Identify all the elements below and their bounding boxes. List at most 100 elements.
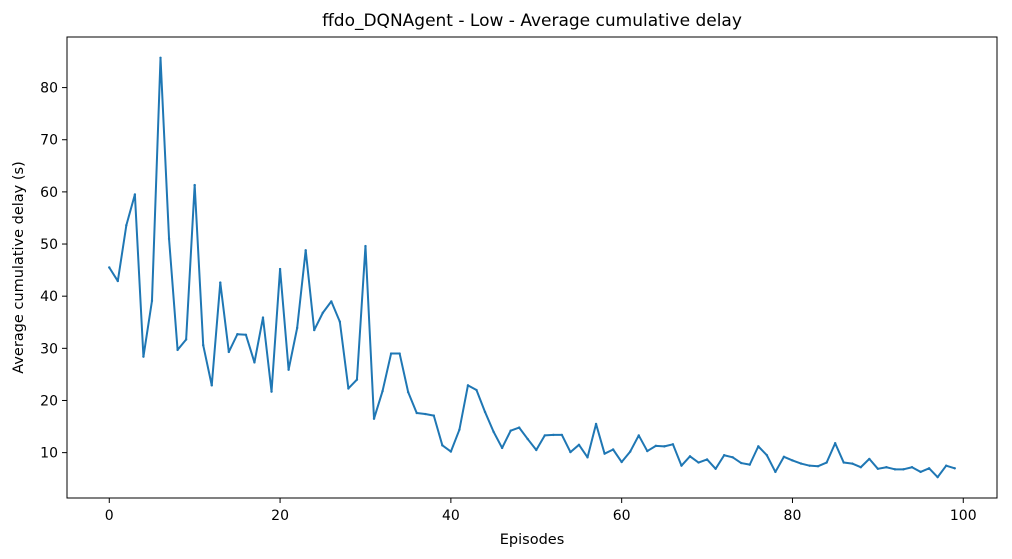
data-point [108, 266, 111, 269]
x-tick-label: 60 [613, 508, 631, 524]
data-point [261, 316, 265, 319]
data-point [278, 267, 282, 271]
data-point [594, 422, 598, 426]
data-point [774, 470, 777, 474]
data-point [671, 443, 675, 446]
data-point [697, 461, 700, 464]
data-point [210, 384, 213, 387]
data-point [475, 388, 478, 392]
data-point [176, 348, 179, 352]
data-point [663, 445, 666, 448]
data-point [808, 464, 811, 467]
plot-frame [66, 36, 998, 499]
data-point [159, 56, 162, 60]
data-point [441, 444, 444, 447]
data-point [424, 412, 427, 416]
data-point [492, 430, 495, 433]
data-point [953, 467, 956, 470]
data-point [919, 470, 922, 474]
data-point [799, 462, 803, 465]
data-point [936, 475, 939, 479]
data-point [629, 450, 632, 453]
y-tick-label: 50 [40, 237, 58, 253]
data-point [133, 193, 137, 196]
data-point [116, 279, 120, 283]
data-point [722, 454, 726, 457]
data-point [731, 456, 734, 459]
y-tick-label: 70 [40, 133, 58, 149]
data-point [927, 467, 931, 470]
data-point [654, 444, 658, 448]
data-point [859, 466, 862, 469]
data-point [876, 467, 880, 470]
data-point [432, 414, 435, 417]
data-point [611, 448, 615, 451]
data-point [543, 434, 547, 437]
y-tick-label: 30 [40, 341, 58, 357]
data-point [304, 249, 307, 252]
data-point [620, 460, 623, 464]
data-point [458, 428, 461, 431]
data-point [517, 426, 521, 429]
data-point [167, 237, 171, 241]
data-point [851, 462, 854, 465]
data-point [603, 452, 606, 455]
data-point [287, 368, 290, 371]
data-point [253, 361, 256, 364]
x-tick-label: 0 [105, 508, 114, 524]
x-tick-label: 40 [442, 508, 460, 524]
data-point [381, 389, 384, 393]
data-point [202, 344, 205, 347]
data-point [500, 446, 504, 450]
data-point [569, 450, 572, 454]
data-point [389, 352, 393, 355]
data-point [313, 328, 316, 332]
data-point [560, 433, 564, 437]
plot-content [108, 56, 956, 479]
data-point [535, 448, 538, 452]
data-point [406, 390, 410, 394]
data-point [705, 458, 709, 461]
data-point [902, 468, 905, 471]
data-point [833, 442, 837, 445]
plot-background [67, 37, 997, 498]
x-axis-label: Episodes [500, 532, 565, 548]
data-point [688, 455, 692, 458]
y-tick-label: 20 [40, 393, 58, 409]
y-axis-label: Average cumulative delay (s) [11, 161, 27, 373]
data-point [885, 466, 888, 469]
data-point [765, 454, 769, 457]
data-point [449, 450, 453, 453]
data-point [244, 333, 248, 336]
data-point [150, 299, 154, 303]
data-point [552, 433, 555, 437]
data-point [646, 449, 649, 453]
data-point [577, 443, 581, 447]
data-point [184, 338, 188, 341]
data-point [816, 464, 820, 468]
x-tick-label: 80 [784, 508, 802, 524]
data-point [219, 281, 222, 284]
data-point [338, 320, 342, 323]
data-point [842, 461, 845, 464]
data-point [125, 224, 128, 227]
y-tick-label: 10 [40, 446, 58, 462]
data-point [227, 350, 231, 354]
data-point [637, 434, 640, 437]
data-point [364, 244, 367, 248]
data-point [740, 461, 743, 465]
y-tick-label: 80 [40, 81, 58, 97]
data-point [526, 437, 529, 441]
data-point [193, 183, 196, 187]
data-point [321, 311, 324, 315]
data-point [355, 378, 359, 381]
data-point [415, 411, 418, 415]
y-tick-label: 60 [40, 185, 58, 201]
data-point [825, 461, 828, 464]
data-point [466, 384, 470, 387]
data-point [868, 457, 871, 461]
series-line-0 [108, 56, 956, 479]
y-tick-label: 40 [40, 289, 58, 305]
data-point [330, 300, 333, 303]
